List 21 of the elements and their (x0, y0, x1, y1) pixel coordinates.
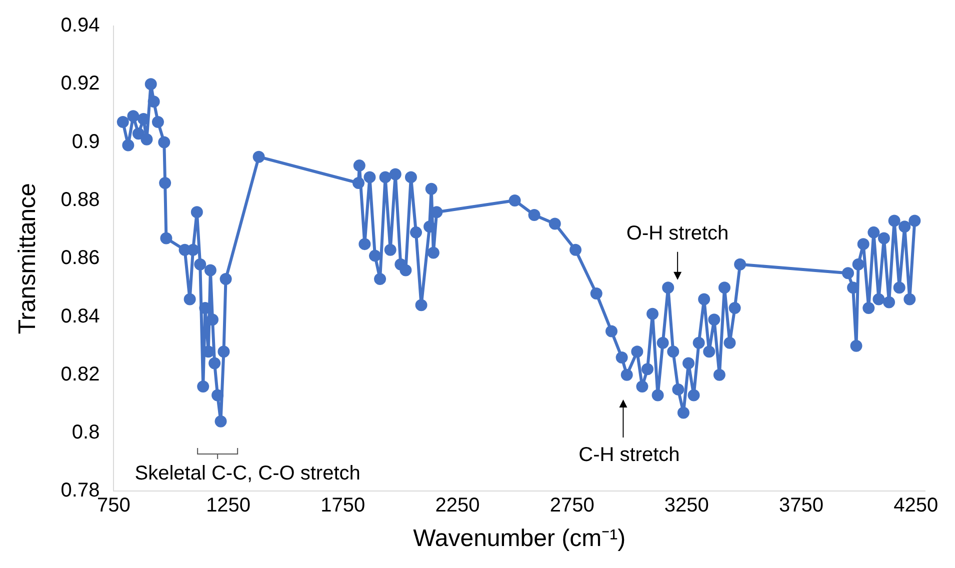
y-tick-label: 0.88 (60, 188, 100, 211)
annotation: C-H stretch (578, 444, 680, 466)
x-tick-label: 3750 (778, 494, 824, 517)
y-tick-label: 0.94 (60, 14, 100, 37)
y-tick-label: 0.8 (72, 422, 100, 444)
x-tick-label: 4250 (894, 494, 938, 517)
y-tick-label: 0.84 (60, 305, 100, 328)
x-tick-label: 1750 (320, 494, 366, 517)
y-tick-label: 0.92 (60, 72, 100, 95)
annotation: Skeletal C-C, C-O stretch (134, 462, 360, 484)
x-tick-label: 2250 (435, 494, 480, 517)
x-axis-title: Wavenumber (cm⁻¹) (413, 525, 626, 552)
y-axis-title: Transmittance (14, 183, 42, 334)
x-tick-label: 3250 (664, 494, 709, 517)
annotation: O-H stretch (626, 222, 729, 244)
y-tick-label: 0.86 (60, 247, 100, 270)
x-tick-label: 750 (97, 494, 130, 517)
x-tick-label: 1250 (206, 494, 251, 517)
y-tick-label: 0.82 (60, 363, 100, 386)
x-tick-label: 2750 (550, 494, 594, 517)
y-tick-label: 0.9 (72, 130, 100, 153)
